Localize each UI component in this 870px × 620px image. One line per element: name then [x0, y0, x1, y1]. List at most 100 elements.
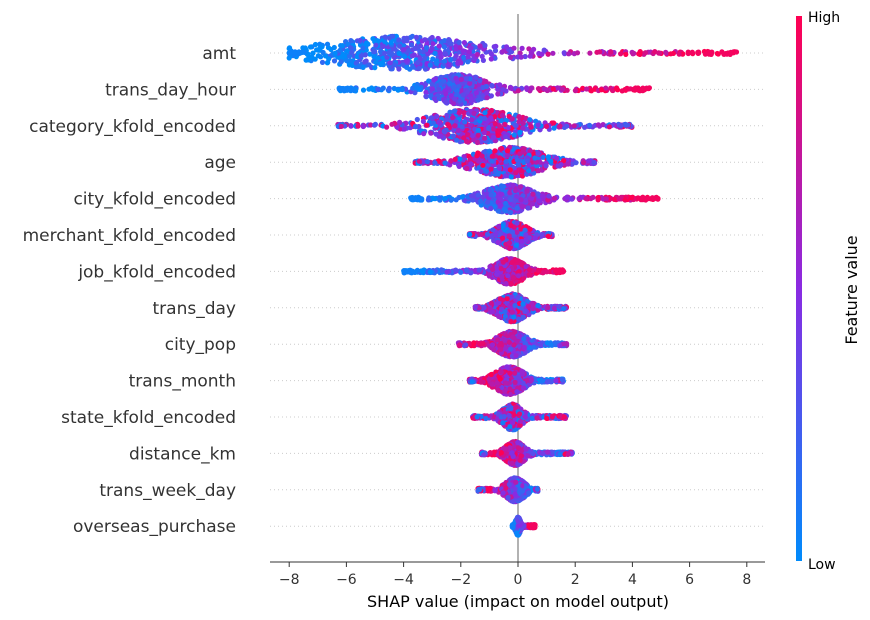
shap-point: [343, 57, 350, 64]
shap-point: [491, 134, 497, 140]
shap-point: [410, 64, 416, 70]
shap-point: [371, 48, 377, 54]
shap-point: [356, 63, 362, 69]
shap-point: [561, 50, 567, 56]
shap-point: [583, 196, 589, 202]
shap-point: [505, 148, 511, 154]
shap-point: [484, 231, 491, 237]
shap-point: [366, 62, 372, 68]
shap-point: [518, 243, 524, 249]
shap-point: [623, 51, 629, 58]
shap-point: [545, 154, 552, 160]
shap-point: [527, 226, 533, 232]
shap-point: [508, 174, 514, 180]
shap-point: [404, 58, 410, 64]
shap-point: [349, 49, 355, 56]
shap-point: [453, 197, 459, 203]
shap-point: [696, 50, 702, 56]
shap-point: [454, 137, 460, 143]
feature-point-group: [335, 106, 635, 146]
shap-point: [477, 78, 483, 84]
shap-point: [516, 114, 522, 120]
shap-point: [652, 49, 658, 55]
shap-point: [485, 199, 491, 205]
shap-point: [618, 51, 624, 57]
shap-point: [520, 149, 526, 155]
shap-point: [414, 85, 420, 91]
shap-point: [497, 82, 503, 88]
shap-point: [438, 54, 444, 60]
shap-point: [537, 198, 543, 204]
shap-point: [297, 50, 303, 56]
shap-point: [487, 187, 493, 193]
shap-point: [419, 196, 425, 202]
shap-point: [496, 123, 502, 129]
shap-point: [530, 201, 536, 207]
shap-point: [523, 237, 529, 243]
shap-point: [497, 202, 503, 208]
shap-point: [482, 42, 488, 49]
shap-point: [689, 49, 695, 55]
shap-point: [422, 55, 428, 61]
shap-point: [453, 267, 459, 273]
shap-point: [504, 153, 510, 159]
shap-point: [498, 117, 504, 124]
shap-point: [386, 85, 392, 91]
shap-point: [509, 259, 515, 265]
shap-point: [436, 43, 442, 49]
shap-point: [515, 88, 521, 94]
shap-point: [464, 165, 470, 172]
shap-point: [442, 129, 448, 135]
shap-point: [618, 194, 624, 200]
feature-point-group: [408, 182, 661, 216]
shap-point: [380, 85, 386, 91]
shap-point: [364, 40, 370, 46]
shap-point: [469, 133, 476, 139]
shap-point: [397, 119, 403, 125]
shap-point: [377, 60, 384, 66]
shap-point: [511, 132, 517, 138]
shap-point: [427, 269, 433, 275]
shap-point: [381, 50, 388, 56]
shap-point: [515, 273, 522, 279]
shap-point: [544, 123, 550, 129]
shap-point: [495, 208, 501, 214]
shap-point: [384, 124, 390, 130]
shap-point: [475, 127, 481, 133]
shap-point: [624, 85, 630, 91]
shap-point: [557, 163, 563, 169]
shap-point: [444, 116, 450, 122]
shap-point: [469, 117, 475, 123]
shap-point: [429, 45, 435, 51]
shap-point: [406, 47, 412, 53]
shap-point: [332, 50, 338, 56]
shap-point: [402, 36, 408, 42]
shap-point: [375, 55, 381, 61]
shap-point: [432, 196, 438, 202]
shap-point: [488, 166, 494, 172]
shap-point: [512, 122, 518, 128]
shap-point: [448, 158, 454, 164]
shap-point: [457, 156, 463, 162]
shap-point: [519, 168, 525, 174]
shap-point: [446, 122, 452, 128]
shap-point: [498, 183, 504, 189]
shap-point: [396, 66, 402, 72]
shap-point: [474, 51, 480, 58]
shap-point: [367, 51, 373, 57]
shap-point: [597, 49, 603, 55]
shap-point: [475, 132, 481, 138]
shap-point: [590, 194, 596, 200]
shap-point: [564, 123, 570, 129]
shap-point: [506, 240, 512, 246]
shap-point: [484, 90, 490, 96]
shap-point: [397, 43, 403, 49]
shap-point: [420, 49, 427, 55]
shap-point: [528, 124, 534, 130]
shap-point: [500, 87, 506, 93]
shap-point: [411, 197, 417, 203]
shap-point: [513, 242, 520, 248]
shap-point: [355, 123, 361, 129]
shap-point: [539, 51, 545, 57]
